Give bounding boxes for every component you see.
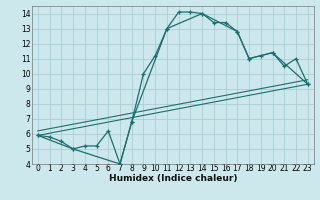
X-axis label: Humidex (Indice chaleur): Humidex (Indice chaleur): [108, 174, 237, 183]
